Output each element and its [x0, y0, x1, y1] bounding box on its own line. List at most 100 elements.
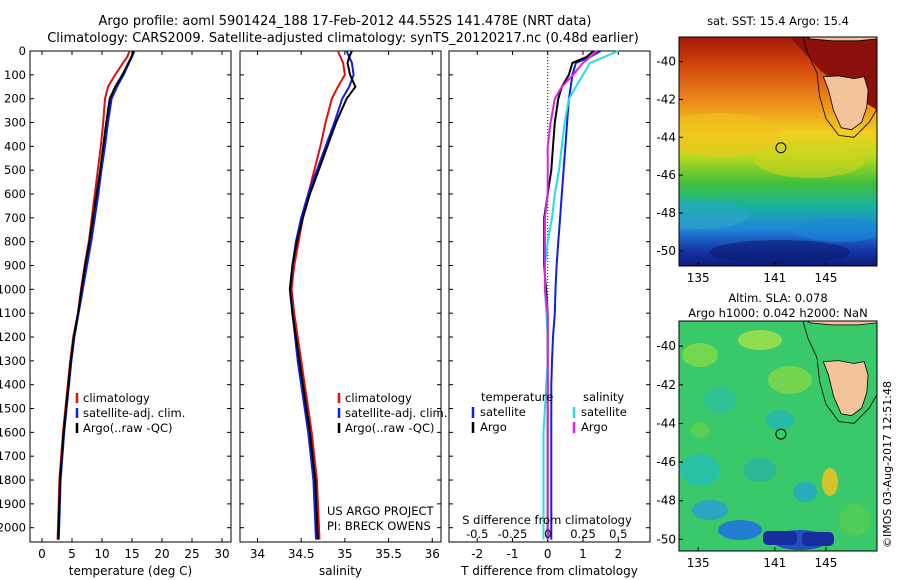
series-line-satellite — [550, 50, 602, 540]
y-tick-label: 800 — [4, 235, 26, 249]
x-axis-label: salinity — [319, 564, 362, 578]
sla-blob — [680, 454, 720, 486]
depth-contour — [802, 321, 877, 424]
y-tick-label: -48 — [656, 494, 676, 508]
legend-label: satellite — [480, 405, 526, 419]
sla-blob — [738, 330, 782, 350]
sla-blob — [692, 500, 728, 520]
sla-blob — [744, 458, 776, 482]
map-field — [679, 321, 877, 551]
x-tick-label: -1 — [506, 547, 518, 561]
y-tick-label: 900 — [4, 259, 26, 273]
s-tick-label: -0.25 — [498, 527, 528, 541]
y-tick-label: -46 — [656, 455, 676, 469]
sst-map: 135 141 145 -40 -42 -44 -46 -48 -50 sat. SST: 15.… — [656, 14, 878, 285]
map-subtitle: Argo h1000: 0.042 h2000: NaN — [688, 306, 867, 320]
y-tick-label: 1900 — [0, 497, 26, 511]
y-tick-label: -40 — [656, 55, 676, 69]
sla-blob — [718, 520, 762, 540]
series-line-argo-raw-qc- — [57, 50, 135, 540]
y-tick-label: 1200 — [0, 330, 26, 344]
sst-patch — [755, 142, 865, 178]
x-axis-label-top: S difference from climatology — [462, 513, 632, 527]
y-tick-label: 2000 — [0, 521, 26, 535]
legend-label: climatology — [83, 391, 150, 405]
y-tick-label: -40 — [656, 339, 676, 353]
series-line-climatology — [290, 50, 346, 540]
legend-label: Argo(..raw -QC) — [83, 421, 173, 435]
y-tick-label: 1600 — [0, 425, 26, 439]
argo-marker — [775, 428, 787, 440]
legend-label: Argo(..raw -QC) — [345, 421, 435, 435]
legend-label: climatology — [345, 391, 412, 405]
y-tick-label: 1100 — [0, 306, 26, 320]
tasmania-land — [822, 360, 869, 417]
mainland-land — [806, 321, 877, 326]
plot-frame — [29, 50, 232, 543]
x-axis-label: T difference from climatology — [460, 564, 638, 578]
map-frame — [678, 320, 878, 552]
sla-blob — [839, 504, 871, 536]
y-tick-label: 200 — [4, 92, 26, 106]
s-tick-label: -0.5 — [466, 527, 488, 541]
annotation-line: US ARGO PROJECT — [327, 504, 435, 518]
legend-label: Argo — [480, 420, 507, 434]
x-tick-label: 0 — [544, 547, 552, 561]
legend-label: satellite-adj. clim. — [345, 406, 447, 420]
s-tick-label: 0 — [544, 527, 551, 541]
s-tick-label: 0.5 — [609, 527, 627, 541]
y-tick-label: -48 — [656, 206, 676, 220]
x-tick-label: 135 — [687, 271, 710, 285]
y-tick-label: 400 — [4, 139, 26, 153]
depth-contour — [802, 37, 877, 138]
y-tick-label: 1300 — [0, 354, 26, 368]
x-tick-label: 1 — [579, 547, 587, 561]
y-tick-label: 1000 — [0, 282, 26, 296]
legend-title-salinity: salinity — [583, 390, 624, 404]
sla-blob — [768, 366, 812, 394]
x-tick-label: 2 — [614, 547, 622, 561]
y-tick-label: -42 — [656, 92, 676, 106]
x-tick-label: 34 — [250, 547, 265, 561]
s-tick-label: 0.25 — [570, 527, 596, 541]
sla-blob — [704, 386, 736, 414]
mainland-land — [806, 37, 877, 42]
x-tick-label: 145 — [814, 556, 837, 570]
sla-blob — [766, 410, 794, 430]
legend-label: satellite-adj. clim. — [83, 406, 185, 420]
y-tick-label: 1400 — [0, 378, 26, 392]
y-tick-label: 700 — [4, 211, 26, 225]
watermark: ©IMOS 03-Aug-2017 12:51:48 — [881, 381, 894, 548]
sla-blob — [690, 422, 710, 438]
legend-label: Argo — [581, 420, 608, 434]
temperature-panel: 0100200300400500600700800900100011001200… — [0, 44, 232, 578]
legend-label: satellite — [581, 405, 627, 419]
x-tick-label: 25 — [184, 547, 199, 561]
sla-blob — [822, 468, 838, 496]
annotation-line: PI: BRECK OWENS — [327, 519, 431, 533]
y-tick-label: 500 — [4, 163, 26, 177]
sst-patch — [710, 240, 850, 264]
x-tick-label: -2 — [471, 547, 483, 561]
sla-blob — [793, 482, 817, 502]
map-title: sat. SST: 15.4 Argo: 15.4 — [707, 14, 849, 28]
x-tick-label: 35.5 — [375, 547, 402, 561]
x-axis-label: temperature (deg C) — [69, 564, 192, 578]
y-tick-label: 1500 — [0, 402, 26, 416]
y-tick-label: -46 — [656, 168, 676, 182]
series-line-satellite — [542, 50, 619, 540]
x-tick-label: 145 — [814, 271, 837, 285]
y-tick-label: -44 — [656, 130, 676, 144]
y-tick-label: 1700 — [0, 449, 26, 463]
title-line-2: Climatology: CARS2009. Satellite-adjuste… — [47, 31, 639, 46]
y-tick-label: -50 — [656, 532, 676, 546]
argo-marker — [775, 142, 787, 154]
y-tick-label: -50 — [656, 244, 676, 258]
x-tick-label: 36 — [425, 547, 440, 561]
x-tick-label: 30 — [214, 547, 229, 561]
x-tick-label: 141 — [763, 271, 786, 285]
x-tick-label: 15 — [124, 547, 139, 561]
y-tick-label: 300 — [4, 116, 26, 130]
y-tick-label: 0 — [19, 44, 26, 58]
difference-panel: -2 -1 0 1 2 T difference from climatology temp… — [448, 50, 651, 578]
